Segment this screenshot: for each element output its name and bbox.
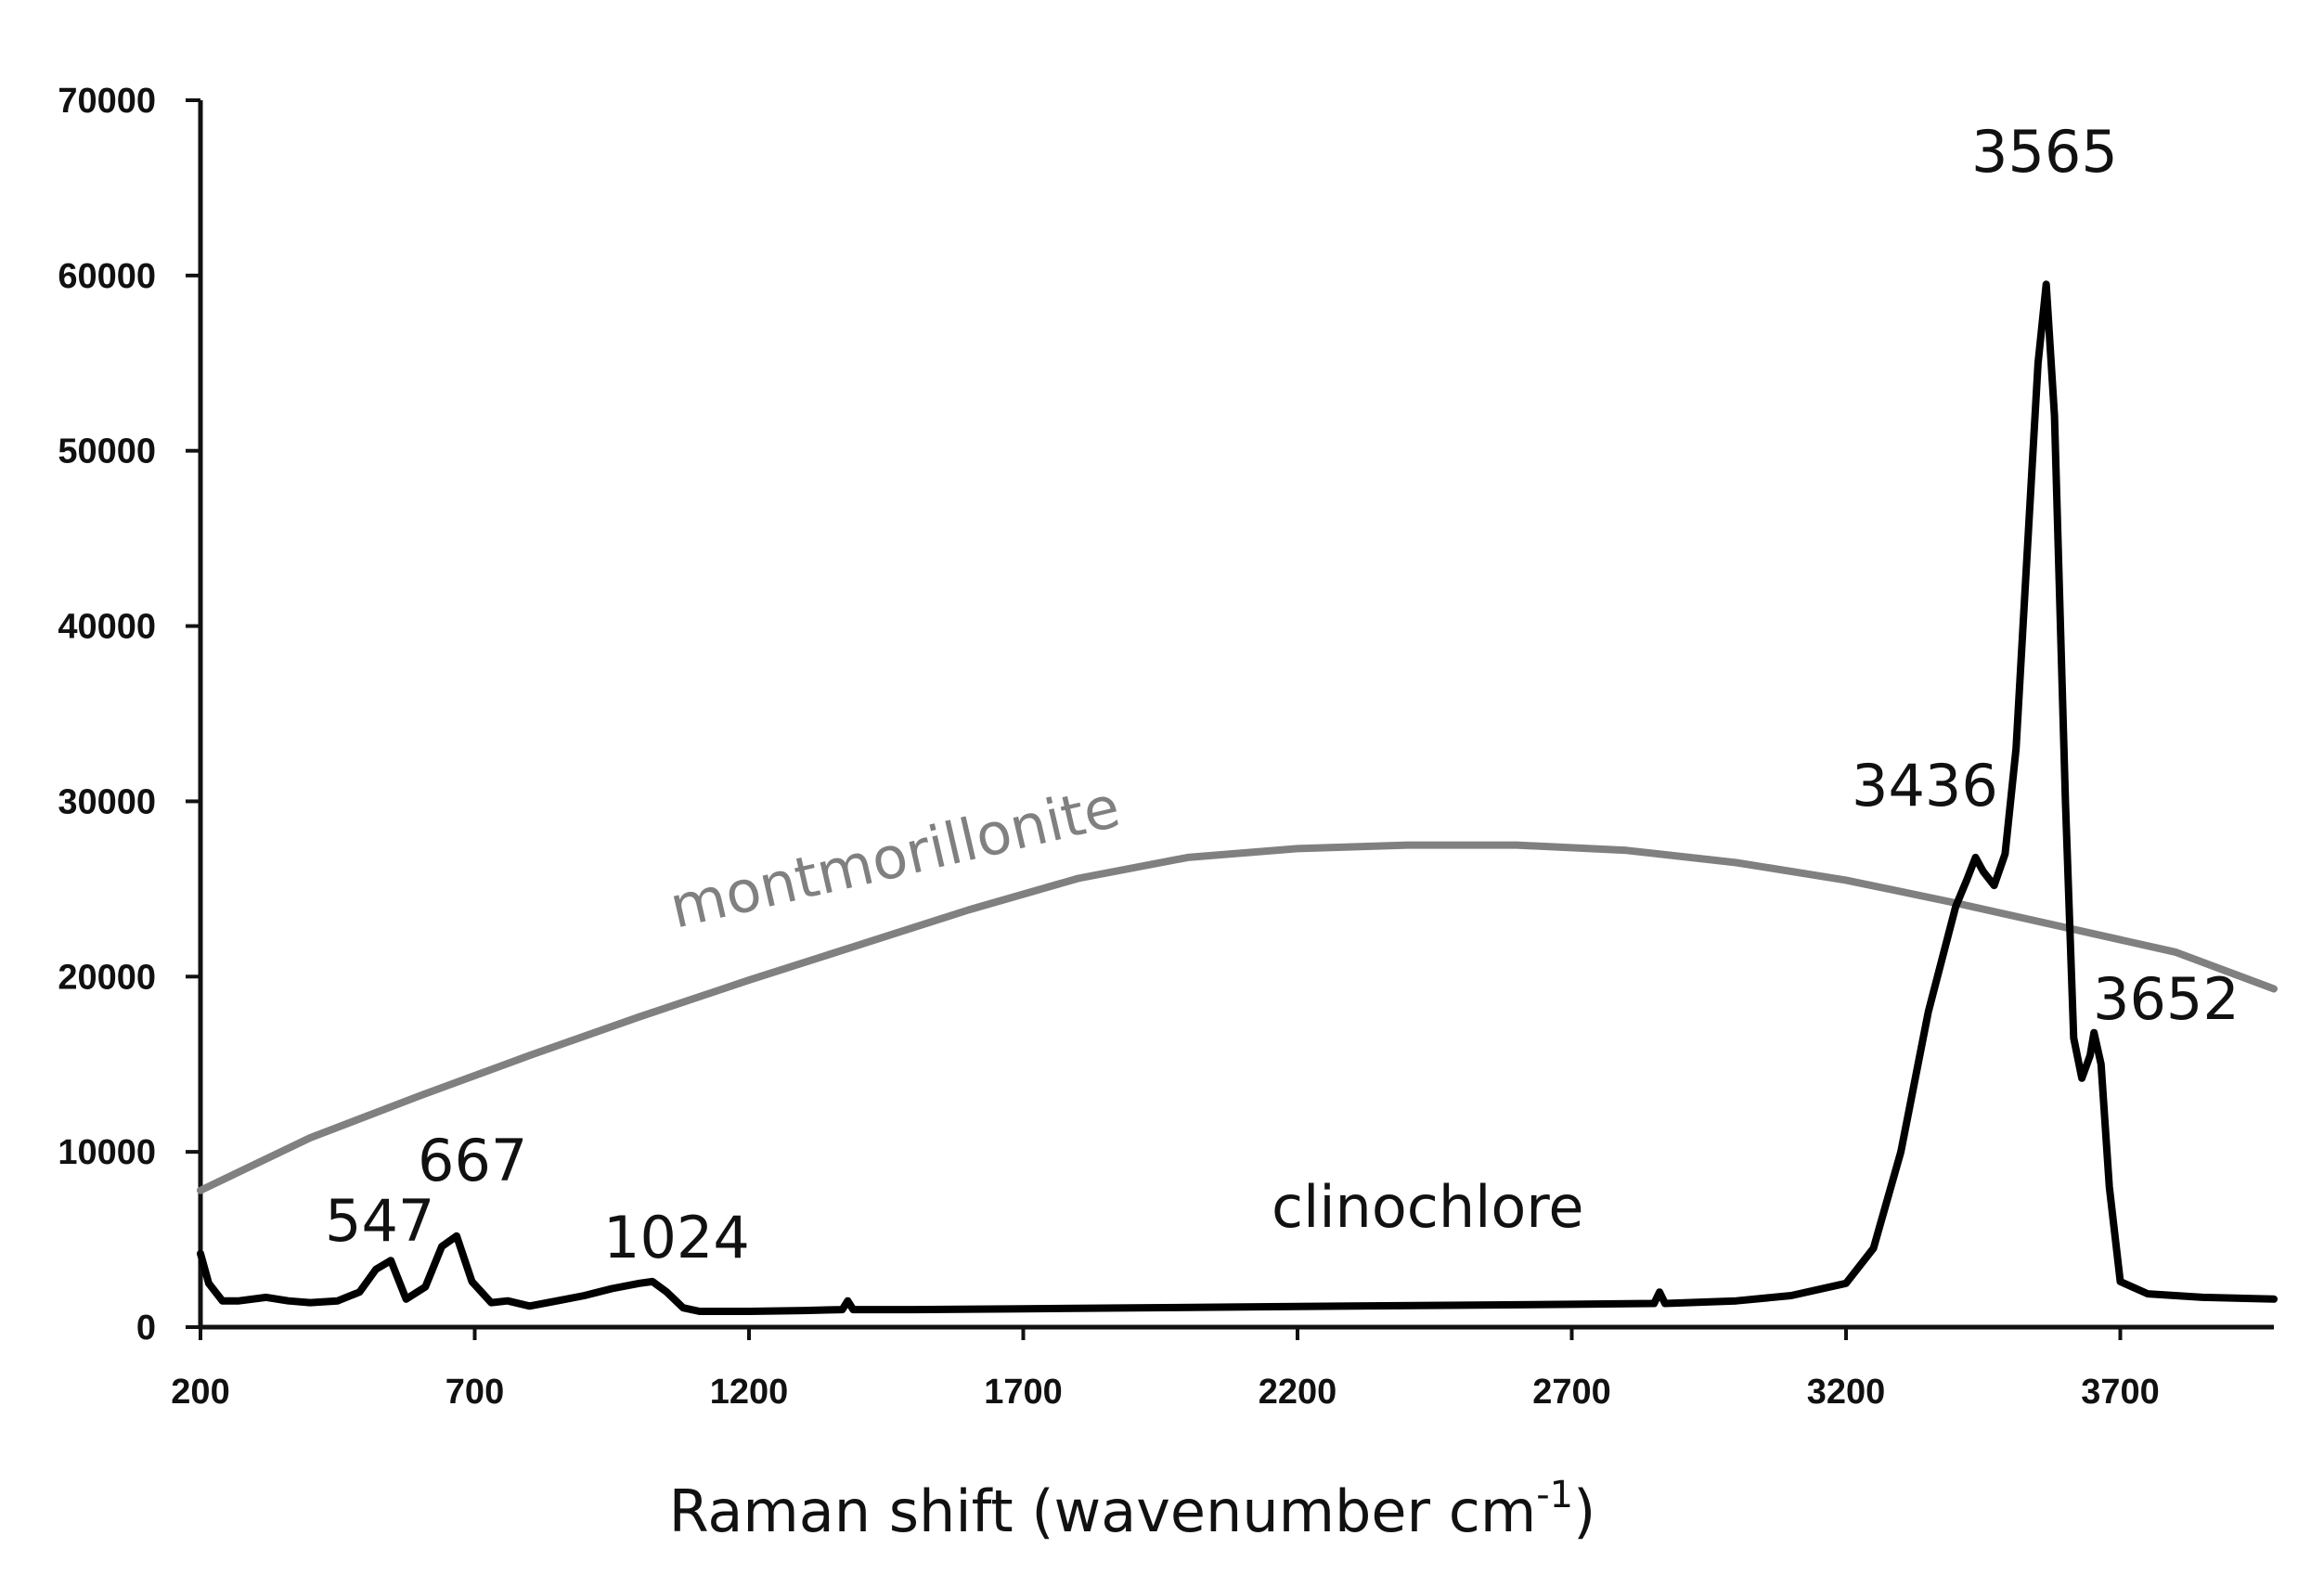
y-tick-label: 0	[136, 1309, 156, 1348]
peak-label-3565: 3565	[1971, 118, 2118, 186]
peak-label-3652: 3652	[2093, 965, 2240, 1033]
clinochlore-label: clinochlore	[1272, 1173, 1584, 1241]
x-axis-title-suffix: )	[1573, 1477, 1595, 1545]
x-tick-label: 2700	[1532, 1373, 1611, 1412]
x-tick-label: 1700	[984, 1373, 1063, 1412]
peak-label-547: 547	[325, 1187, 434, 1255]
y-tick-label: 40000	[58, 608, 156, 647]
x-tick-label: 1200	[710, 1373, 789, 1412]
montmorillonite-label: montmorillonite	[664, 772, 1126, 941]
y-tick-label: 70000	[58, 82, 156, 121]
peak-label-1024: 1024	[603, 1204, 750, 1271]
x-axis-title: Raman shift (wavenumber cm-1)	[669, 1474, 1596, 1545]
y-tick-label: 10000	[58, 1133, 156, 1172]
series-layer	[197, 280, 2278, 1315]
x-tick-label: 3200	[1807, 1373, 1886, 1412]
peak-label-3436: 3436	[1852, 752, 1998, 819]
y-tick-label: 50000	[58, 432, 156, 471]
y-tick-label: 60000	[58, 257, 156, 296]
y-tick-label: 30000	[58, 782, 156, 821]
x-axis-title-main: Raman shift (wavenumber cm	[669, 1477, 1537, 1545]
x-tick-label: 3700	[2081, 1373, 2160, 1412]
y-tick-label: 20000	[58, 958, 156, 997]
series-line-clinochlore	[197, 280, 2278, 1315]
x-tick-label: 2200	[1259, 1373, 1337, 1412]
peak-label-667: 667	[418, 1127, 527, 1194]
x-axis-ticks: 200 700 1200 1700 2200 2700 3200 3700	[171, 1327, 2160, 1412]
series-line-montmorillonite	[197, 841, 2278, 1194]
x-tick-label: 700	[445, 1373, 504, 1412]
y-axis-ticks: 0 10000 20000 30000 40000 50000 60000 70000	[58, 82, 200, 1348]
x-axis-title-superscript: -1	[1536, 1474, 1573, 1516]
x-tick-label: 200	[171, 1373, 229, 1412]
